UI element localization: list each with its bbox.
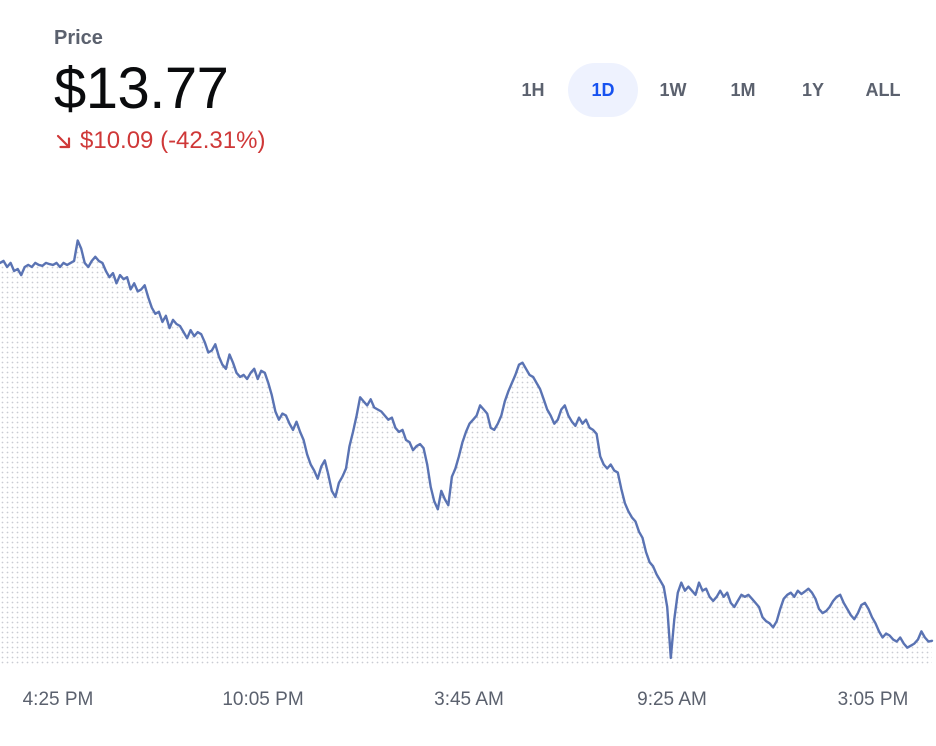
x-tick-label: 3:05 PM — [838, 689, 909, 710]
x-tick-label: 4:25 PM — [23, 689, 94, 710]
price-area-fill — [0, 240, 932, 664]
x-tick-label: 10:05 PM — [222, 689, 303, 710]
range-tab-1d[interactable]: 1D — [568, 63, 638, 117]
range-tab-1w[interactable]: 1W — [659, 79, 687, 100]
range-tab-1m[interactable]: 1M — [730, 79, 756, 100]
chart-plot-area — [0, 239, 934, 664]
range-tab-1h[interactable]: 1H — [521, 79, 545, 100]
arrow-down-right-icon — [56, 134, 71, 149]
time-range-selector: 1H 1D 1W 1M 1Y ALL — [498, 63, 918, 117]
x-axis-ticks: 4:25 PM 10:05 PM 3:45 AM 9:25 AM 3:05 PM — [23, 689, 909, 710]
range-tab-1y[interactable]: 1Y — [801, 79, 825, 100]
current-price: $13.77 — [54, 56, 229, 121]
x-tick-label: 9:25 AM — [637, 689, 707, 710]
x-tick-label: 3:45 AM — [434, 689, 504, 710]
price-change: $10.09 (-42.31%) — [54, 126, 265, 156]
range-tab-all[interactable]: ALL — [865, 79, 901, 100]
price-line — [0, 239, 934, 660]
price-change-text: $10.09 (-42.31%) — [80, 127, 266, 154]
price-label: Price — [54, 27, 103, 49]
